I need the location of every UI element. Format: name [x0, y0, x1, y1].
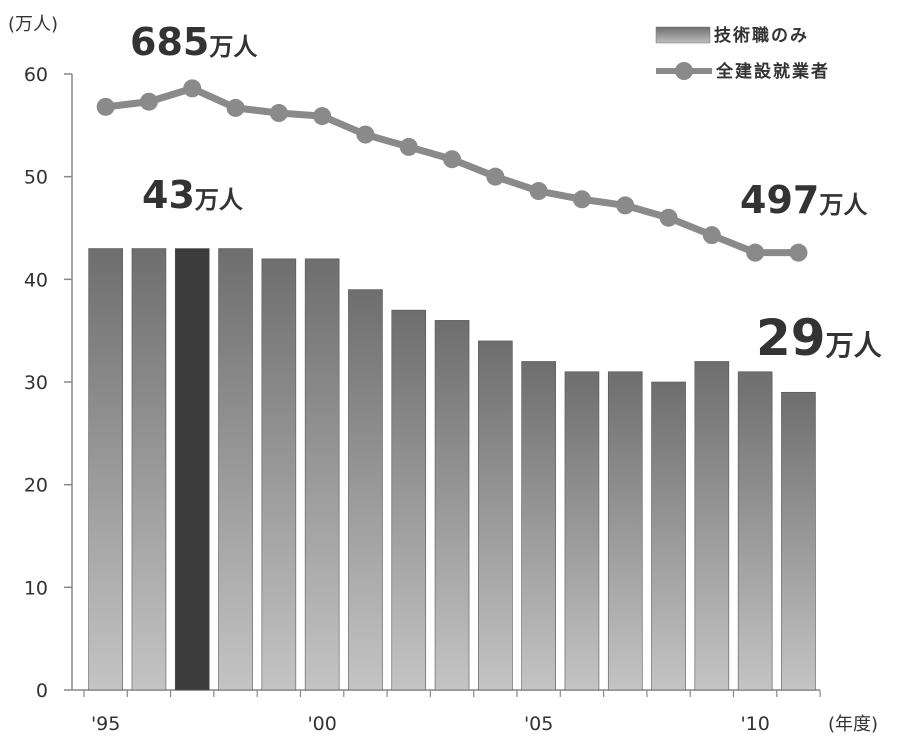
legend-line-label: 全建設就業者: [715, 61, 830, 82]
line-point: [183, 79, 202, 98]
x-unit-label: (年度): [828, 714, 878, 735]
annotation-497-number: 497: [740, 178, 819, 222]
x-tick-label: '00: [307, 713, 336, 735]
line-point: [269, 104, 288, 123]
bar: [781, 391, 816, 691]
bar: [478, 340, 513, 691]
bar: [737, 371, 773, 691]
line-point: [443, 150, 462, 169]
bar: [607, 371, 643, 691]
annotation-685: 685万人: [130, 20, 257, 64]
line-point: [399, 137, 418, 156]
y-tick-label: 0: [36, 680, 48, 702]
y-tick-label: 20: [24, 475, 48, 497]
x-tick-label: '95: [91, 713, 120, 735]
annotation-43-number: 43: [142, 173, 195, 217]
line-point: [572, 190, 591, 209]
line-point: [96, 97, 115, 116]
legend-bar-label: 技術職のみ: [714, 25, 809, 46]
annotation-497: 497万人: [740, 178, 867, 222]
annotation-497-unit: 万人: [819, 191, 867, 219]
y-unit-label: (万人): [8, 14, 58, 35]
annotation-29: 29万人: [756, 309, 882, 367]
svg-text:685万人: 685万人: [130, 20, 257, 64]
bar: [434, 320, 470, 691]
line-path: [105, 84, 799, 257]
y-tick-label: 40: [24, 269, 48, 291]
legend-line-marker: [675, 62, 693, 80]
bar: [131, 248, 167, 691]
annotation-29-unit: 万人: [826, 329, 882, 362]
line-point: [139, 92, 158, 111]
x-tick-label: '05: [524, 713, 553, 735]
bar: [348, 289, 383, 691]
y-ticks: 0 10 20 30 40 50 60: [24, 64, 72, 702]
svg-text:43万人: 43万人: [142, 173, 243, 217]
line-series: [96, 79, 808, 262]
annotation-29-number: 29: [756, 309, 826, 367]
x-axis: '95 '00 '05 '10: [72, 689, 821, 735]
bar: [218, 248, 253, 691]
legend-item-line: 全建設就業者: [656, 61, 830, 82]
line-point: [746, 243, 765, 262]
line-point: [529, 182, 548, 201]
y-tick-label: 60: [24, 64, 48, 86]
bar-series: [88, 248, 816, 691]
bar: [261, 258, 297, 691]
y-axis: 0 10 20 30 40 50 60: [24, 64, 73, 702]
x-tick-label: '10: [740, 713, 769, 735]
line-point: [789, 243, 808, 262]
line-point: [313, 107, 332, 126]
bar: [304, 258, 340, 691]
annotation-685-unit: 万人: [209, 33, 257, 61]
annotation-43-unit: 万人: [195, 186, 243, 214]
bar: [174, 248, 210, 691]
x-ticks: '95 '00 '05 '10: [83, 690, 821, 735]
bar: [391, 309, 427, 691]
line-point: [356, 125, 375, 144]
bar: [88, 248, 123, 691]
line-point: [702, 226, 721, 245]
bar: [564, 371, 600, 691]
y-tick-label: 10: [24, 577, 48, 599]
line-point: [486, 167, 505, 186]
svg-text:497万人: 497万人: [740, 178, 867, 222]
y-tick-label: 50: [24, 167, 48, 189]
line-point: [226, 98, 245, 117]
y-tick-label: 30: [24, 372, 48, 394]
annotation-43: 43万人: [142, 173, 243, 217]
line-point: [616, 196, 635, 215]
svg-text:29万人: 29万人: [756, 309, 882, 367]
annotation-685-number: 685: [130, 20, 209, 64]
bar: [651, 381, 686, 691]
legend-item-bar: 技術職のみ: [655, 25, 809, 46]
bar: [521, 361, 556, 691]
legend: 技術職のみ 全建設就業者: [655, 25, 830, 82]
legend-bar-swatch: [655, 26, 711, 44]
line-point: [659, 208, 678, 227]
bar: [694, 361, 730, 691]
